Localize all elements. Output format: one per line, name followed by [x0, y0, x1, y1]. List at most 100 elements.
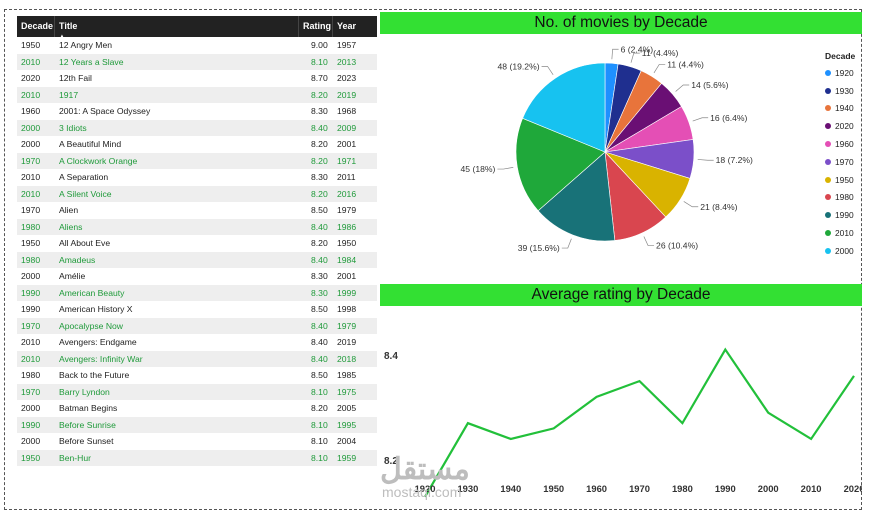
cell-year: 1968	[337, 106, 357, 117]
sort-ascending-icon[interactable]: ▲	[59, 34, 65, 40]
pie-data-label: 16 (6.4%)	[710, 113, 747, 123]
table-row[interactable]: 2000 Amélie 8.30 2001	[17, 268, 377, 285]
column-header-year[interactable]: Year	[337, 21, 357, 31]
cell-year: 2023	[337, 73, 357, 84]
cell-year: 2019	[337, 337, 357, 348]
cell-decade: 1970	[21, 386, 41, 397]
table-row[interactable]: 1950 12 Angry Men 9.00 1957	[17, 37, 377, 54]
table-row[interactable]: 2010 Avengers: Endgame 8.40 2019	[17, 334, 377, 351]
legend-item[interactable]: 1930	[825, 82, 855, 100]
legend-item[interactable]: 1940	[825, 100, 855, 118]
cell-rating: 8.30	[311, 106, 328, 117]
pie-slice-2000[interactable]	[522, 62, 606, 153]
cell-decade: 1950	[21, 40, 41, 51]
column-header-rating[interactable]: Rating	[299, 16, 333, 37]
table-row[interactable]: 1970 Apocalypse Now 8.40 1979	[17, 317, 377, 334]
table-row[interactable]: 2010 1917 8.20 2019	[17, 86, 377, 103]
cell-decade: 1960	[21, 106, 41, 117]
legend-label: 1920	[835, 67, 854, 78]
line-series[interactable]	[424, 347, 855, 498]
cell-decade: 2000	[21, 403, 41, 414]
table-row[interactable]: 2010 Avengers: Infinity War 8.40 2018	[17, 350, 377, 367]
cell-year: 1971	[337, 155, 357, 166]
x-tick-label: 1940	[500, 483, 521, 494]
table-row[interactable]: 1980 Amadeus 8.40 1984	[17, 251, 377, 268]
pie-data-label: 18 (7.2%)	[716, 155, 753, 165]
cell-rating: 8.10	[311, 436, 328, 447]
cell-year: 1995	[337, 419, 357, 430]
legend-item[interactable]: 2010	[825, 224, 855, 242]
table-row[interactable]: 2000 Before Sunset 8.10 2004	[17, 433, 377, 450]
cell-title: Avengers: Infinity War	[59, 353, 143, 364]
cell-year: 1999	[337, 287, 357, 298]
table-row[interactable]: 1990 American History X 8.50 1998	[17, 301, 377, 318]
pie-slice-2010[interactable]	[515, 117, 606, 212]
legend-swatch	[825, 230, 831, 237]
column-header-title[interactable]: Title ▲	[55, 16, 299, 40]
pie-data-label: 48 (19.2%)	[498, 61, 540, 71]
table-row[interactable]: 1950 Ben-Hur 8.10 1959	[17, 449, 377, 466]
legend-item[interactable]: 1980	[825, 189, 855, 207]
pie-chart[interactable]: 6 (2.4%)11 (4.4%)11 (4.4%)14 (5.6%)16 (6…	[380, 36, 825, 276]
table-row[interactable]: 1990 Before Sunrise 8.10 1995	[17, 416, 377, 433]
table-row[interactable]: 1970 Barry Lyndon 8.10 1975	[17, 383, 377, 400]
cell-year: 2013	[337, 56, 357, 67]
cell-title: American History X	[59, 304, 133, 315]
cell-rating: 8.40	[311, 221, 328, 232]
table-row[interactable]: 1980 Aliens 8.40 1986	[17, 218, 377, 235]
table-row[interactable]: 1960 2001: A Space Odyssey 8.30 1968	[17, 103, 377, 120]
pie-leader-line	[630, 52, 640, 63]
cell-decade: 2010	[21, 353, 41, 364]
legend-swatch	[825, 141, 831, 148]
pie-data-label: 11 (4.4%)	[642, 48, 679, 58]
legend-item[interactable]: 1920	[825, 64, 855, 82]
cell-decade: 1980	[21, 254, 41, 265]
cell-year: 1957	[337, 40, 357, 51]
table-row[interactable]: 1970 A Clockwork Orange 8.20 1971	[17, 152, 377, 169]
pie-data-label: 14 (5.6%)	[691, 80, 728, 90]
cell-title: 1917	[59, 89, 79, 100]
x-tick-label: 1990	[715, 483, 736, 494]
column-header-title-label: Title	[59, 21, 78, 31]
table-row[interactable]: 2010 12 Years a Slave 8.10 2013	[17, 53, 377, 70]
table-row[interactable]: 1970 Alien 8.50 1979	[17, 202, 377, 219]
movies-table[interactable]: Decade Title ▲ Rating Year 1950 12 Angry …	[17, 16, 377, 475]
cell-decade: 1980	[21, 370, 41, 381]
legend-swatch	[825, 87, 831, 94]
cell-title: American Beauty	[59, 287, 125, 298]
cell-year: 2019	[337, 89, 357, 100]
cell-year: 2005	[337, 403, 357, 414]
legend-swatch	[825, 247, 831, 254]
column-header-decade[interactable]: Decade	[17, 16, 55, 37]
cell-year: 1959	[337, 452, 357, 463]
cell-title: 12 Angry Men	[59, 40, 113, 51]
x-tick-label: 2010	[801, 483, 822, 494]
pie-leader-line	[692, 117, 709, 122]
legend-swatch	[825, 158, 831, 165]
table-row[interactable]: 1950 All About Eve 8.20 1950	[17, 235, 377, 252]
legend-item[interactable]: 1970	[825, 153, 855, 171]
table-row[interactable]: 2010 A Separation 8.30 2011	[17, 169, 377, 186]
table-row[interactable]: 2000 3 Idiots 8.40 2009	[17, 119, 377, 136]
legend-item[interactable]: 2000	[825, 242, 855, 260]
legend-item[interactable]: 2020	[825, 117, 855, 135]
legend-item[interactable]: 1960	[825, 135, 855, 153]
pie-leader-line	[653, 64, 666, 74]
cell-year: 1979	[337, 320, 357, 331]
table-row[interactable]: 2000 Batman Begins 8.20 2005	[17, 400, 377, 417]
legend-item[interactable]: 1950	[825, 171, 855, 189]
table-row[interactable]: 2000 A Beautiful Mind 8.20 2001	[17, 136, 377, 153]
cell-title: All About Eve	[59, 238, 111, 249]
legend-item[interactable]: 1990	[825, 206, 855, 224]
line-chart[interactable]: 1920 1930 1940 1950 1960 1970 1980 1990 2000 2010…	[380, 306, 862, 502]
cell-decade: 2000	[21, 271, 41, 282]
x-tick-label: 1960	[586, 483, 607, 494]
table-row[interactable]: 1980 Back to the Future 8.50 1985	[17, 367, 377, 384]
table-row[interactable]: 2010 A Silent Voice 8.20 2016	[17, 185, 377, 202]
table-row[interactable]: 2020 12th Fail 8.70 2023	[17, 70, 377, 87]
table-row[interactable]: 1990 American Beauty 8.30 1999	[17, 284, 377, 301]
pie-slice-1990[interactable]	[537, 151, 616, 242]
cell-year: 1986	[337, 221, 357, 232]
cell-title: A Clockwork Orange	[59, 155, 138, 166]
cell-title: Back to the Future	[59, 370, 130, 381]
